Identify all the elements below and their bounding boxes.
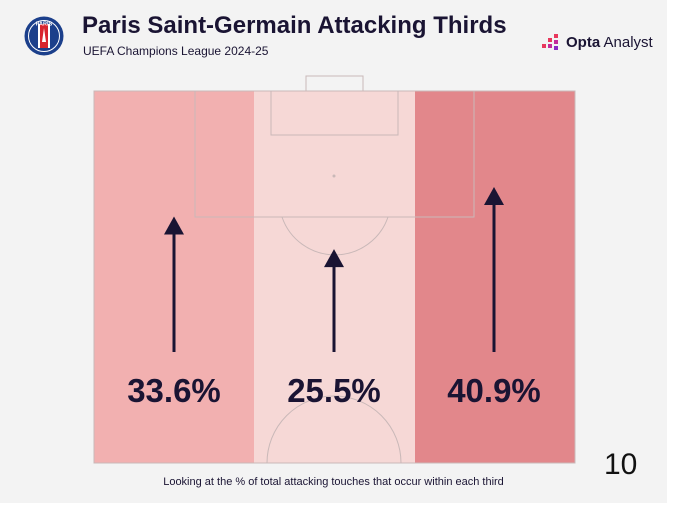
arrow-center-head bbox=[324, 249, 344, 268]
chart-subtitle: UEFA Champions League 2024-25 bbox=[83, 44, 269, 58]
chart-title: Paris Saint-Germain Attacking Thirds bbox=[82, 12, 507, 39]
centre-circle bbox=[266, 395, 402, 464]
penalty-spot bbox=[332, 174, 336, 178]
opta-dots-icon bbox=[542, 34, 558, 50]
value-label-right: 40.9% bbox=[447, 372, 541, 409]
value-label-center: 25.5% bbox=[287, 372, 381, 409]
psg-crest-icon: PARIS bbox=[24, 16, 64, 56]
chart-caption: Looking at the % of total attacking touc… bbox=[163, 476, 504, 488]
crest-text: PARIS bbox=[36, 22, 53, 28]
value-label-left: 33.6% bbox=[127, 372, 221, 409]
pitch-markings bbox=[93, 75, 576, 464]
pitch-chart: 33.6% 25.5% 40.9% bbox=[93, 75, 576, 464]
goal bbox=[305, 75, 364, 92]
brand-bold: Opta bbox=[566, 33, 601, 51]
arrow-right-head bbox=[484, 187, 504, 205]
arrows-group bbox=[164, 187, 504, 352]
arrow-left-head bbox=[164, 216, 184, 235]
page-number: 10 bbox=[604, 448, 638, 481]
brand-text: Opta Analyst bbox=[566, 34, 653, 51]
opta-analyst-logo: Opta Analyst bbox=[540, 31, 653, 53]
brand-rest: Analyst bbox=[600, 33, 653, 51]
six-yard-box bbox=[270, 90, 399, 136]
